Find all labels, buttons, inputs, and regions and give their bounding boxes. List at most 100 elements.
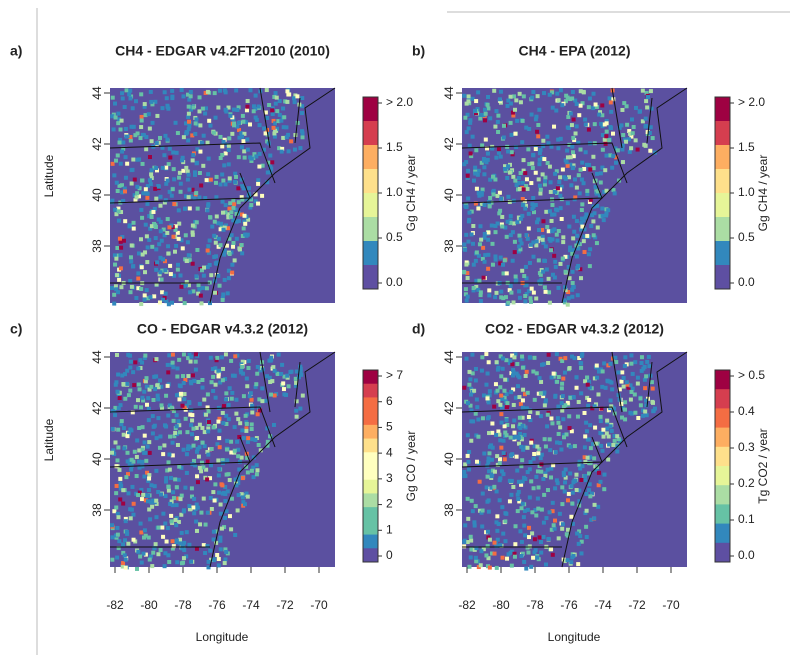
map-cell [207, 119, 211, 123]
map-cell [545, 135, 549, 139]
map-cell [258, 123, 262, 127]
map-cell [622, 101, 626, 105]
map-cell [146, 494, 150, 498]
map-cell [479, 299, 483, 303]
map-cell [184, 166, 188, 170]
map-cell [597, 471, 601, 475]
map-cell [189, 360, 193, 364]
map-cell [196, 207, 200, 211]
map-cell [517, 480, 521, 484]
colorbar-segment [363, 397, 378, 411]
map-cell [561, 377, 565, 381]
map-cell [602, 218, 606, 222]
map-cell [538, 376, 542, 380]
map-cell [171, 361, 175, 365]
map-cell [194, 368, 198, 372]
map-cell [521, 203, 525, 207]
map-cell [166, 485, 170, 489]
map-cell [531, 556, 535, 560]
map-cell [194, 352, 198, 356]
map-cell [636, 148, 640, 152]
map-cell [136, 271, 140, 275]
map-cell [466, 169, 470, 173]
map-cell [551, 106, 555, 110]
map-cell [133, 178, 137, 182]
panel-title: CH4 - EDGAR v4.2FT2010 (2010) [115, 43, 330, 59]
map-cell [220, 355, 224, 359]
map-cell [284, 125, 288, 129]
map-cell [593, 503, 597, 507]
map-cell [179, 392, 183, 396]
map-cell [552, 254, 556, 258]
map-cell [223, 278, 227, 282]
map-cell [199, 183, 203, 187]
map-cell [140, 561, 144, 565]
map-cell [140, 115, 144, 119]
map-cell [110, 451, 114, 455]
map-cell [245, 108, 249, 112]
map-cell [496, 114, 500, 118]
map-cell [207, 157, 211, 161]
map-cell [588, 482, 592, 486]
map-cell [570, 355, 574, 359]
map-cell [158, 446, 162, 450]
map-cell [215, 214, 219, 218]
map-cell [127, 393, 131, 397]
map-cell [110, 523, 114, 527]
map-cell [548, 93, 552, 97]
map-cell [494, 520, 498, 524]
map-cell [560, 502, 564, 506]
colorbar-segment [715, 241, 730, 266]
map-cell [483, 118, 487, 122]
colorbar-segment [363, 452, 378, 466]
map-cell [171, 187, 175, 191]
map-cell [189, 408, 193, 412]
map-cell [196, 506, 200, 510]
map-cell [508, 200, 512, 204]
map-cell [545, 225, 549, 229]
map-cell [254, 382, 258, 386]
map-cell [233, 374, 237, 378]
map-cell [487, 456, 491, 460]
map-cell [186, 374, 190, 378]
map-cell [116, 515, 120, 519]
map-cell [497, 211, 501, 215]
map-cell [226, 489, 230, 493]
map-cell [223, 561, 227, 565]
map-cell [556, 416, 560, 420]
map-cell [493, 125, 497, 129]
map-cell [474, 556, 478, 560]
colorbar-tick-label: > 2.0 [386, 95, 413, 109]
y-tick-label: 42 [90, 401, 104, 415]
map-cell [129, 290, 133, 294]
colorbar-segment [715, 524, 730, 544]
map-cell [485, 396, 489, 400]
map-cell [579, 478, 583, 482]
map-cell [113, 413, 117, 417]
map-cell [526, 147, 530, 151]
map-cell [247, 186, 251, 190]
map-cell [532, 291, 536, 295]
map-cell [172, 167, 176, 171]
map-cell [221, 292, 225, 296]
map-cell [580, 221, 584, 225]
map-cell [293, 148, 297, 152]
map-cell [527, 535, 531, 539]
map-cell [541, 477, 545, 481]
map-cell [124, 176, 128, 180]
map-cell [508, 359, 512, 363]
map-cell [187, 105, 191, 109]
map-cell [132, 502, 136, 506]
y-axis-label: Latitude [42, 154, 56, 197]
map-cell [120, 91, 124, 95]
map-cell [227, 403, 231, 407]
map-cell [216, 420, 220, 424]
map-cell [496, 366, 500, 370]
map-cell [644, 374, 648, 378]
map-cell [213, 91, 217, 95]
map-cell [512, 419, 516, 423]
map-cell [231, 206, 235, 210]
map-cell [158, 300, 162, 304]
map-cell [130, 243, 134, 247]
map-cell [168, 435, 172, 439]
